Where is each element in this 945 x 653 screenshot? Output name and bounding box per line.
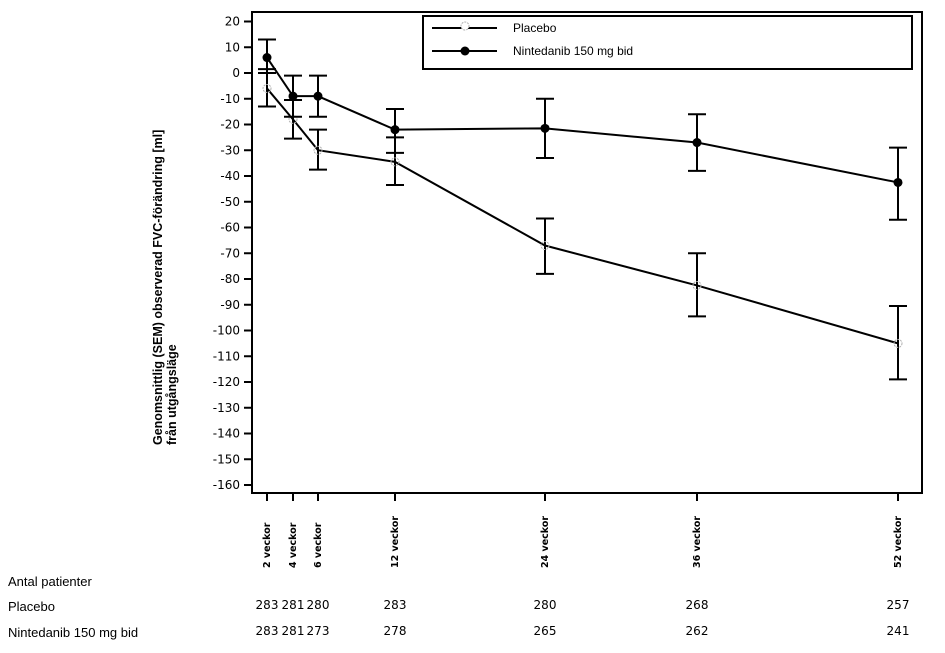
plot-frame (251, 11, 923, 494)
patient-count: 283 (256, 624, 279, 638)
y-axis-title-line: från utgångsläge (165, 344, 179, 445)
patient-count: 273 (307, 624, 330, 638)
legend-label: Placebo (513, 21, 557, 35)
x-tick-label: 12 veckor (390, 516, 401, 568)
legend-marker-filled (460, 46, 470, 56)
data-point (262, 83, 272, 93)
x-tick-label: 24 veckor (540, 516, 551, 568)
data-point (262, 53, 272, 63)
legend-label: Nintedanib 150 mg bid (513, 44, 633, 58)
patient-count: 257 (887, 598, 910, 612)
patients-row-label: Placebo (8, 599, 55, 614)
y-tick-label: -130 (213, 401, 240, 415)
data-point (692, 280, 702, 290)
data-point (313, 145, 323, 155)
error-bar (889, 305, 907, 381)
y-tick-label: -110 (213, 349, 240, 363)
data-point (540, 241, 550, 251)
y-tick-label: -80 (220, 272, 240, 286)
patient-count: 283 (384, 598, 407, 612)
legend: Placebo Nintedanib 150 mg bid (422, 15, 913, 70)
data-point (893, 338, 903, 348)
patient-count: 268 (686, 598, 709, 612)
y-tick-label: -30 (220, 143, 240, 157)
patient-count: 241 (887, 624, 910, 638)
x-tick-label: 52 veckor (893, 516, 904, 568)
patient-count: 280 (307, 598, 330, 612)
error-bar (536, 217, 554, 275)
y-tick-label: -70 (220, 246, 240, 260)
y-tick-label: -150 (213, 452, 240, 466)
patient-count: 283 (256, 598, 279, 612)
data-point (288, 91, 298, 101)
x-tick-label: 2 veckor (262, 522, 273, 568)
x-tick-label: 4 veckor (288, 522, 299, 568)
y-tick-label: -90 (220, 298, 240, 312)
legend-marker-open (460, 21, 470, 31)
error-bar (258, 68, 276, 108)
y-tick-label: -10 (220, 92, 240, 106)
y-tick-label: 0 (232, 66, 240, 80)
patients-row-label: Nintedanib 150 mg bid (8, 625, 138, 640)
series-nintedanib (258, 38, 907, 221)
y-tick-label: -100 (213, 324, 240, 338)
legend-box (422, 15, 913, 70)
data-point (893, 177, 903, 187)
y-tick-label: -120 (213, 375, 240, 389)
legend-item-nintedanib: Nintedanib 150 mg bid (432, 44, 633, 58)
y-tick-label: 10 (225, 40, 240, 54)
data-point (692, 138, 702, 148)
y-tick-label: 20 (225, 15, 240, 29)
patient-count: 281 (282, 598, 305, 612)
x-tick-label: 6 veckor (313, 522, 324, 568)
patient-count: 278 (384, 624, 407, 638)
patient-count: 280 (534, 598, 557, 612)
data-point (313, 91, 323, 101)
data-point (390, 157, 400, 167)
y-tick-label: -140 (213, 427, 240, 441)
y-tick-label: -20 (220, 118, 240, 132)
y-tick-label: -50 (220, 195, 240, 209)
y-axis-title: Genomsnittlig (SEM) observerad FVC-förän… (151, 130, 179, 445)
x-tick-label: 36 veckor (692, 516, 703, 568)
y-axis-title-line: Genomsnittlig (SEM) observerad FVC-förän… (151, 130, 165, 445)
y-tick-label: -40 (220, 169, 240, 183)
y-tick-label: -160 (213, 478, 240, 492)
data-point (390, 125, 400, 135)
y-tick-label: -60 (220, 221, 240, 235)
y-axis: 20 10 0 -10 -20 -30 -40 -50 -60 -70 -80 -90 -100 -110… (151, 15, 252, 492)
x-axis: 2 veckor 4 veckor 6 veckor 12 veckor 24 veck… (262, 493, 904, 568)
patients-row-nintedanib: Nintedanib 150 mg bid 283 281 273 278 265 262 2… (8, 624, 909, 640)
patient-count: 265 (534, 624, 557, 638)
error-bar (309, 128, 327, 171)
series-line (266, 56, 899, 184)
patients-row-placebo: Placebo 283 281 280 283 280 268 257 (8, 598, 909, 614)
series-placebo (258, 68, 907, 381)
patients-heading: Antal patienter (8, 574, 93, 589)
error-bar (688, 252, 706, 318)
series-line (266, 87, 899, 345)
data-point (540, 123, 550, 133)
patient-count: 262 (686, 624, 709, 638)
patient-count: 281 (282, 624, 305, 638)
legend-item-placebo: Placebo (432, 21, 557, 35)
